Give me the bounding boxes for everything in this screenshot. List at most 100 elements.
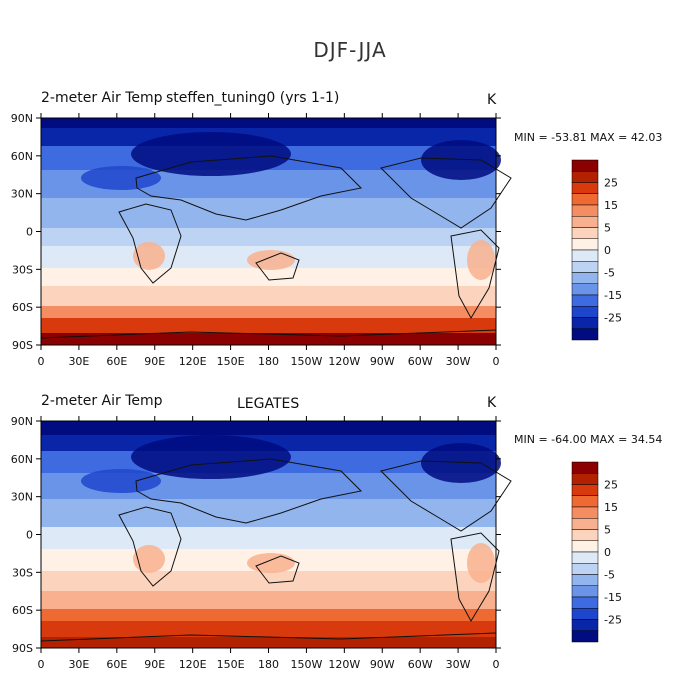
colorbar-label: -25 — [604, 312, 622, 325]
colorbar-label: 5 — [604, 222, 611, 235]
figure-title: DJF-JJA — [313, 38, 387, 62]
temperature-band — [41, 333, 496, 345]
panel1-minmax: MIN = -53.81 MAX = 42.03 — [514, 131, 663, 144]
lon-tick-label: 150E — [217, 355, 245, 368]
lon-tick-label: 120E — [179, 658, 207, 671]
colorbar-swatch — [571, 328, 599, 341]
colorbar-swatch — [571, 193, 599, 206]
colorbar-swatch — [571, 596, 599, 609]
temperature-anomaly — [467, 543, 495, 583]
coastline — [450, 532, 500, 623]
lon-tick-label: 150W — [290, 355, 322, 368]
temperature-anomaly — [131, 435, 291, 479]
lat-tick-label: 30N — [11, 491, 33, 504]
colorbar-swatch — [571, 484, 599, 496]
colorbar-swatch — [571, 294, 599, 307]
colorbar-label: 15 — [604, 199, 618, 212]
lat-tick-label: 30S — [12, 566, 33, 579]
lat-tick-label: 90N — [11, 415, 33, 428]
lon-tick-label: 0 — [493, 658, 500, 671]
lat-tick-label: 30N — [11, 188, 33, 201]
temperature-anomaly — [467, 240, 495, 280]
temperature-band — [41, 527, 496, 549]
panel1-map-field — [40, 117, 512, 346]
panel1-map: 90N 60N 30N 0 30S 60S 90S 0 30E 60E 90E 120E 150E 180… — [11, 112, 512, 368]
lat-tick-label: 90S — [12, 642, 33, 655]
colorbar-swatch — [571, 574, 599, 586]
panel1-axes: 90N 60N 30N 0 30S 60S 90S 0 30E 60E 90E 120E 150E 180… — [11, 112, 501, 368]
lon-tick-label: 60E — [106, 355, 127, 368]
colorbar-swatch — [571, 249, 599, 262]
panel1-case-label: steffen_tuning0 (yrs 1-1) — [166, 90, 340, 106]
panel2-case-label: LEGATES — [237, 396, 300, 412]
lon-tick-label: 30W — [446, 355, 471, 368]
panel2-map: 90N 60N 30N 0 30S 60S 90S 0 30E 60E 90E 120E 150E 180… — [11, 415, 512, 671]
coastline — [135, 155, 363, 221]
colorbar-swatch — [571, 238, 599, 251]
colorbar-swatch — [571, 204, 599, 217]
colorbar-swatch — [571, 473, 599, 485]
coastline — [118, 506, 182, 587]
panel1-units: K — [487, 92, 497, 108]
temperature-band — [41, 228, 496, 246]
lat-tick-label: 0 — [26, 226, 33, 239]
lon-tick-label: 150W — [290, 658, 322, 671]
colorbar-swatch — [571, 518, 599, 530]
temperature-band — [41, 609, 496, 621]
lon-tick-label: 180 — [258, 658, 279, 671]
coastline — [450, 229, 500, 320]
temperature-anomaly — [247, 250, 295, 270]
temperature-band — [41, 621, 496, 637]
temperature-anomaly — [247, 553, 295, 573]
panel2-variable-label: 2-meter Air Temp — [41, 393, 163, 409]
coastline — [380, 460, 512, 532]
lon-tick-label: 30W — [446, 658, 471, 671]
lon-tick-label: 0 — [38, 658, 45, 671]
temperature-band — [41, 421, 496, 435]
temperature-anomaly — [421, 140, 501, 180]
temperature-anomaly — [421, 443, 501, 483]
colorbar-swatch — [571, 272, 599, 284]
temperature-band — [41, 591, 496, 609]
colorbar-swatch — [571, 283, 599, 296]
lon-tick-label: 150E — [217, 658, 245, 671]
lon-tick-label: 90W — [370, 658, 395, 671]
panel2-axes: 90N 60N 30N 0 30S 60S 90S 0 30E 60E 90E 120E 150E 180… — [11, 415, 501, 671]
colorbar-label: -25 — [604, 614, 622, 627]
colorbar-swatch — [571, 608, 599, 620]
lon-tick-label: 120E — [179, 355, 207, 368]
temperature-band — [41, 198, 496, 228]
colorbar-swatch — [571, 529, 599, 541]
panel1-variable-label: 2-meter Air Temp — [41, 90, 163, 106]
temperature-band — [41, 499, 496, 527]
lon-tick-label: 30E — [68, 355, 89, 368]
coastline — [255, 555, 300, 584]
lon-tick-label: 60W — [408, 355, 433, 368]
colorbar-label: 25 — [604, 177, 618, 190]
lon-tick-label: 60W — [408, 658, 433, 671]
lat-tick-label: 30S — [12, 263, 33, 276]
temperature-anomaly — [81, 469, 161, 493]
lon-tick-label: 90E — [144, 658, 165, 671]
colorbar-swatch — [571, 171, 599, 183]
lon-tick-label: 0 — [493, 355, 500, 368]
colorbar-swatch — [571, 461, 599, 474]
coastline — [255, 252, 300, 281]
colorbar-label: 25 — [604, 479, 618, 492]
temperature-band — [41, 637, 496, 648]
lon-tick-label: 120W — [328, 658, 360, 671]
colorbar-swatch — [571, 227, 599, 239]
coastline — [40, 632, 497, 642]
lon-tick-label: 30E — [68, 658, 89, 671]
temperature-band — [41, 118, 496, 128]
lat-tick-label: 60S — [12, 301, 33, 314]
lat-tick-label: 60S — [12, 604, 33, 617]
panel1-colorbar: 25 15 5 0 -5 -15 -25 — [571, 159, 622, 341]
colorbar-swatch — [571, 585, 599, 598]
colorbar-swatch — [571, 261, 599, 273]
temperature-band — [41, 318, 496, 333]
lat-tick-label: 60N — [11, 150, 33, 163]
lon-tick-label: 90W — [370, 355, 395, 368]
colorbar-swatch — [571, 619, 599, 631]
colorbar-swatch — [571, 317, 599, 329]
